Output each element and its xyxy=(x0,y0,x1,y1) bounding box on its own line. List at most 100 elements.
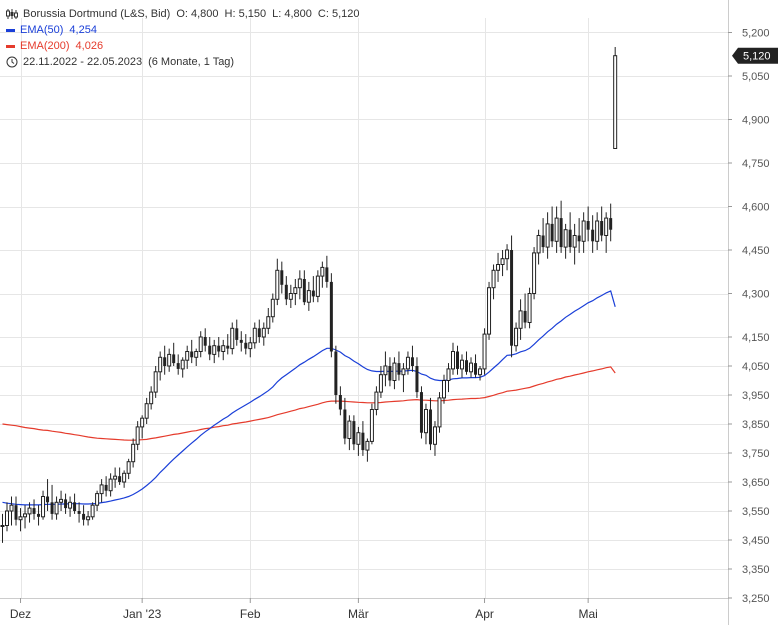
candle-body-up xyxy=(158,356,163,373)
candle xyxy=(514,322,519,352)
candle xyxy=(613,47,618,150)
candle xyxy=(185,345,190,369)
candle xyxy=(23,505,28,529)
low-value: L: 4,800 xyxy=(272,8,312,20)
price-badge-text: 5,120 xyxy=(743,51,771,63)
candle xyxy=(172,342,176,366)
candle xyxy=(149,386,154,410)
candle xyxy=(577,218,581,253)
candle-body-up xyxy=(595,220,600,242)
candle xyxy=(532,247,537,300)
candle xyxy=(410,345,414,372)
candle xyxy=(239,331,243,352)
candle xyxy=(257,319,261,343)
y-tick-label: 3,550 xyxy=(742,506,770,518)
candle-body-up xyxy=(315,275,320,297)
candle xyxy=(144,397,149,424)
candle-body-up xyxy=(554,217,559,242)
candle-body-up xyxy=(266,316,271,329)
candle xyxy=(595,212,600,250)
candle-body-down xyxy=(510,250,514,346)
candle-body-up xyxy=(581,220,586,242)
candle-body-down xyxy=(37,513,41,517)
candlestick-series xyxy=(0,47,618,543)
candle xyxy=(167,348,172,372)
candle xyxy=(392,357,397,390)
candle xyxy=(54,496,59,520)
candle xyxy=(158,351,163,381)
candle xyxy=(64,493,68,514)
ema200-path xyxy=(2,366,616,441)
candle xyxy=(465,351,469,375)
candle-body-down xyxy=(456,351,460,369)
candle-body-down xyxy=(609,218,613,230)
candle xyxy=(545,212,550,259)
x-tick-label: Jan '23 xyxy=(123,607,162,621)
candle xyxy=(604,212,609,253)
candle-body-up xyxy=(113,475,118,480)
candle-body-down xyxy=(559,218,563,248)
candle-body-down xyxy=(361,432,365,451)
candle xyxy=(374,386,379,416)
candle-body-down xyxy=(280,270,284,285)
candle xyxy=(190,339,194,364)
candle xyxy=(163,345,167,375)
candle-body-down xyxy=(176,363,180,369)
candle-body-up xyxy=(288,293,293,300)
candle-body-down xyxy=(77,511,81,514)
candle xyxy=(208,337,212,361)
candle-body-down xyxy=(235,328,239,340)
candle xyxy=(415,357,419,398)
candle xyxy=(500,250,505,277)
candle-body-up xyxy=(383,365,388,376)
candle xyxy=(518,299,523,340)
candle xyxy=(469,357,474,378)
candle-body-up xyxy=(347,420,352,440)
candle-body-up xyxy=(491,269,496,289)
period-label: (6 Monate, 1 Tag) xyxy=(148,56,235,68)
candle xyxy=(487,281,492,340)
candle-body-up xyxy=(180,359,185,370)
candle-body-up xyxy=(41,496,46,518)
candle-body-up xyxy=(514,327,519,347)
candle-body-up xyxy=(18,516,23,521)
y-tick-label: 4,050 xyxy=(742,361,770,373)
candle-body-down xyxy=(46,496,50,503)
candle xyxy=(523,293,527,329)
candle-body-up xyxy=(432,426,437,445)
x-tick-label: Mai xyxy=(578,607,597,621)
candle xyxy=(14,496,18,526)
candle-body-up xyxy=(451,351,455,370)
candle-body-up xyxy=(392,362,397,382)
candle-body-up xyxy=(99,484,104,495)
legend-instrument-row: Borussia Dortmund (L&S, Bid) O: 4,800 H:… xyxy=(6,6,366,22)
candle-body-up xyxy=(293,287,298,295)
candle xyxy=(135,421,140,451)
y-tick-label: 4,150 xyxy=(742,332,770,344)
candle xyxy=(118,467,122,485)
candle-body-down xyxy=(474,363,478,375)
candle-body-up xyxy=(108,478,113,492)
candle-body-up xyxy=(518,310,523,329)
ema50-swatch xyxy=(6,28,15,32)
candle xyxy=(280,261,284,294)
candle xyxy=(41,490,46,520)
candle-body-up xyxy=(275,269,280,300)
time-axis: Dez Jan '23 Feb Mär Apr Mai xyxy=(10,598,598,621)
y-tick-label: 3,350 xyxy=(742,564,770,576)
legend-ema200-row: EMA(200) 4,026 xyxy=(6,38,366,54)
candle xyxy=(446,363,451,393)
last-price-badge: 5,120 xyxy=(732,47,778,64)
candle xyxy=(356,426,361,456)
candle xyxy=(86,511,91,526)
candle-body-down xyxy=(64,499,68,509)
candle xyxy=(288,284,293,308)
y-tick-label: 4,750 xyxy=(742,158,770,170)
candle-body-up xyxy=(131,443,136,463)
candle xyxy=(261,322,266,346)
candle-body-up xyxy=(297,278,302,289)
candle xyxy=(153,366,158,398)
candle xyxy=(554,206,559,253)
candle-body-down xyxy=(104,484,108,491)
